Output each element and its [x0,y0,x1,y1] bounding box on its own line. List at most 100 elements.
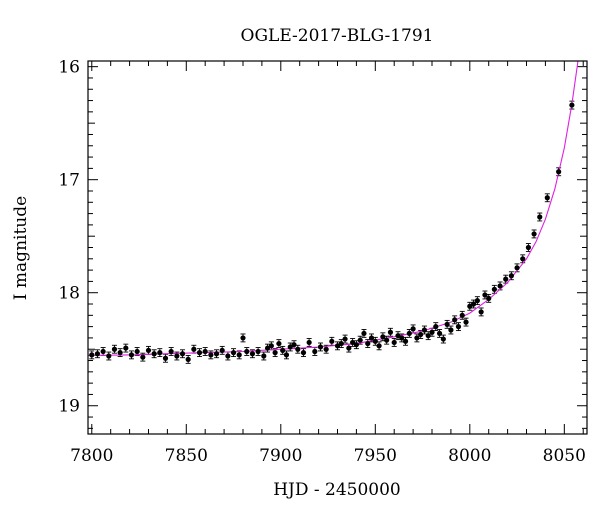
data-point [94,351,101,357]
data-point [440,336,446,342]
data-point [425,333,431,339]
data-point [268,343,274,349]
data-point [312,348,318,355]
model-fit-curve [88,61,579,356]
plot-frame [87,60,588,435]
data-point [291,342,297,348]
data-point [368,335,375,341]
data-point [376,343,382,349]
data-point [128,352,135,358]
data-point [219,347,225,353]
data-point [463,319,469,325]
data-point [482,292,488,298]
data-point [474,298,480,304]
data-point [179,351,186,357]
data-point [418,331,424,338]
x-tick-label: 7800 [70,446,113,466]
data-point [380,334,386,340]
data-point [402,338,409,344]
data-point [287,344,293,350]
data-point [399,335,405,341]
data-point [329,338,335,344]
data-point [191,346,197,352]
data-point [357,337,363,343]
data-point [350,339,356,346]
data-point [508,273,514,279]
data-point [421,327,428,333]
x-tick-labels: 7800 7850 7900 7950 8000 8050 [70,446,586,466]
data-point [448,327,454,333]
y-tick-label: 19 [58,397,80,417]
data-point [323,346,329,352]
data-point [391,339,397,346]
data-point [486,295,492,301]
x-tick-label: 7850 [165,446,208,466]
data-point [168,348,174,355]
data-point [452,317,458,323]
data-point [406,330,412,337]
data-point [140,354,146,360]
axis-ticks [88,61,587,434]
x-tick-label: 7950 [354,446,397,466]
data-point [372,338,378,344]
data-points [89,102,575,362]
data-point [196,350,203,356]
data-point [537,214,543,220]
data-point [89,352,95,358]
data-point [185,356,191,362]
data-point [365,340,371,347]
data-point [478,309,484,315]
data-point [569,102,575,108]
data-point [230,350,237,356]
data-point [414,335,420,341]
data-point [111,346,118,352]
y-tick-label: 17 [58,171,80,191]
data-point [346,345,352,351]
data-point [123,345,129,351]
data-point [514,265,520,271]
data-point [276,340,282,347]
data-point [342,336,348,342]
data-point [244,348,250,355]
data-point [497,283,503,289]
x-tick-label: 7900 [259,446,302,466]
data-point [236,352,242,358]
data-point [338,340,344,347]
data-point [174,353,180,359]
data-point [213,351,220,357]
data-point [306,339,312,346]
data-point [455,324,462,330]
data-point [395,333,401,339]
y-tick-label: 18 [58,284,80,304]
y-axis-label: I magnitude [11,196,31,300]
data-point [208,352,214,358]
data-point [272,350,278,356]
y-tick-label: 16 [58,58,80,78]
data-point [100,348,106,355]
data-point [544,195,550,201]
data-point [145,347,152,353]
x-tick-label: 8000 [448,446,491,466]
data-point [249,351,256,357]
data-point [202,348,208,355]
data-point [384,337,390,343]
chart-title: OGLE-2017-BLG-1791 [241,26,434,46]
data-point [317,344,324,350]
data-point [151,351,157,357]
data-point [503,276,509,282]
data-point [117,350,123,356]
data-point [353,342,360,348]
data-point [429,329,435,335]
data-point [410,326,416,332]
data-point [295,346,301,352]
data-point [525,244,532,251]
x-tick-label: 8050 [543,446,586,466]
data-point [106,353,112,359]
data-point [300,350,307,356]
data-point [467,303,473,309]
data-point [470,301,477,307]
data-point [162,355,169,361]
data-point [225,353,231,359]
data-point [280,347,286,353]
